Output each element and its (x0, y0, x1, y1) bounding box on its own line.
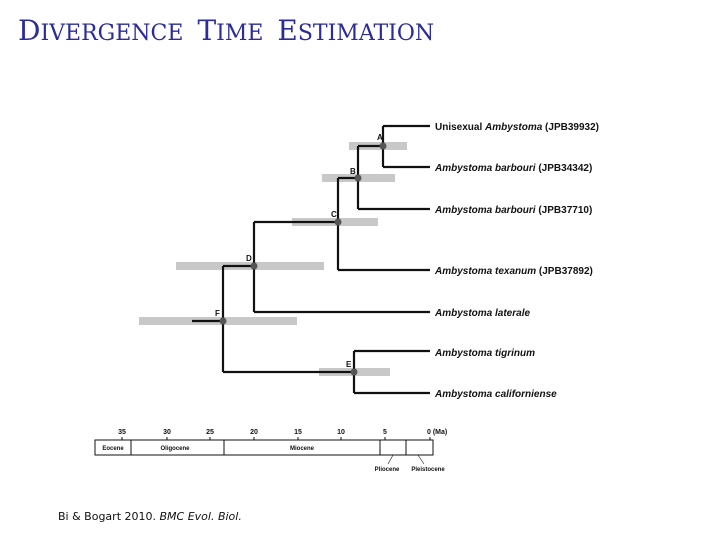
node-label: F (215, 309, 220, 318)
tick-label: 0 (Ma) (427, 429, 447, 436)
title-word: DIVERGENCE (18, 14, 184, 47)
epoch-label: Pliocene (375, 467, 400, 473)
slide-title: DIVERGENCE TIME ESTIMATION (18, 14, 448, 47)
tick-label: 20 (250, 429, 258, 436)
taxon-labels: Unisexual Ambystoma (JPB39932) Ambystoma … (434, 122, 599, 400)
node-dot (219, 317, 227, 325)
title-word: TIME (197, 14, 264, 47)
tree-branches (192, 124, 430, 395)
epoch-label: Oligocene (160, 446, 190, 452)
tick-label: 35 (118, 429, 126, 436)
tick-label: 5 (383, 429, 387, 436)
node-dot (334, 218, 342, 226)
node-dot (354, 174, 362, 182)
tree-nodes: A B C D E F (215, 133, 387, 376)
citation-journal: BMC Evol. Biol. (159, 510, 242, 523)
node-label: D (246, 254, 252, 263)
node-label: E (346, 360, 352, 369)
citation: Bi & Bogart 2010. BMC Evol. Biol. (58, 510, 242, 523)
tick-label: 15 (294, 429, 302, 436)
title-word: ESTIMATION (277, 14, 435, 47)
node-dot (250, 262, 258, 270)
taxon-label: Ambystoma laterale (434, 308, 530, 319)
node-label: C (331, 210, 337, 219)
tick-label: 25 (206, 429, 214, 436)
node-dot (379, 142, 387, 150)
taxon-label: Unisexual Ambystoma (JPB39932) (435, 122, 599, 133)
taxon-label: Ambystoma californiense (434, 389, 557, 400)
epoch-label: Eocene (102, 446, 124, 452)
tick-label: 30 (163, 429, 171, 436)
timescale-box (94, 439, 434, 456)
taxon-label: Ambystoma tigrinum (434, 348, 535, 359)
node-dot (350, 368, 358, 376)
geologic-timescale: 35 30 25 20 15 10 5 0 (Ma) Eocene Oligocene Miocen… (94, 429, 447, 473)
taxon-label: Ambystoma barbouri (JPB37710) (434, 205, 592, 216)
confidence-intervals (139, 142, 407, 376)
epoch-pointer (417, 454, 425, 465)
node-label: A (377, 133, 383, 142)
epoch-pointer (387, 454, 394, 465)
node-label: B (350, 167, 356, 176)
epoch-label: Miocene (290, 446, 315, 452)
citation-authors: Bi & Bogart 2010. (58, 510, 156, 523)
taxon-label: Ambystoma barbouri (JPB34342) (434, 163, 592, 174)
taxon-label: Ambystoma texanum (JPB37892) (434, 266, 593, 277)
epoch-label: Pleistocene (411, 467, 445, 473)
tick-label: 10 (337, 429, 345, 436)
